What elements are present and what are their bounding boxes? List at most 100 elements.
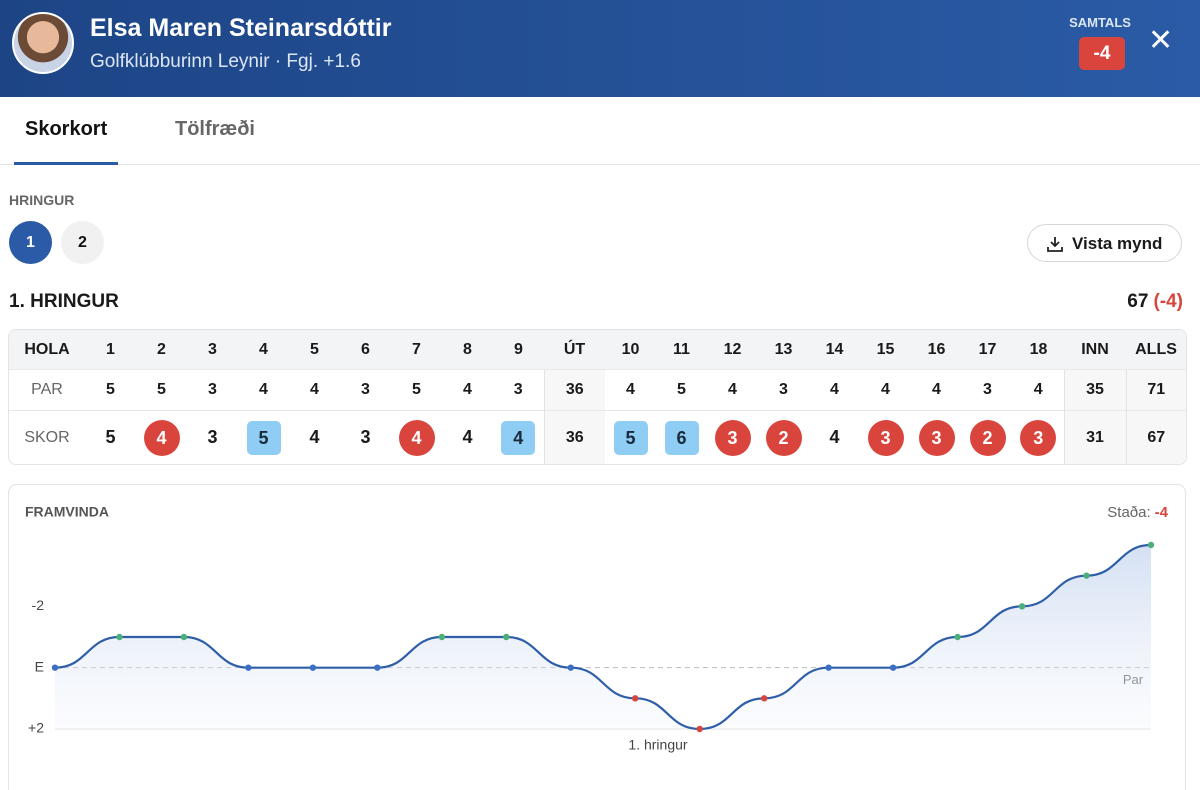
round-title: 1. HRINGUR <box>9 291 119 312</box>
column-header: 7 <box>391 330 442 370</box>
column-header: 15 <box>860 330 911 370</box>
score: 3 <box>983 381 992 398</box>
point <box>825 664 832 671</box>
point <box>696 725 703 733</box>
total-score: -4 <box>1079 37 1125 70</box>
point <box>116 633 123 641</box>
cell: 3 <box>911 410 962 464</box>
player-club: Golfklúbburinn Leynir · Fgj. +1.6 <box>90 51 361 72</box>
scorecard: HOLA 1 2 3 4 5 6 7 8 9 ÚT 10 11 12 13 14 15 16 17 18 INN ALLS… <box>8 329 1187 465</box>
score: 3 <box>361 381 370 398</box>
score: 4 <box>310 381 319 398</box>
chart-title: FRAMVINDA <box>25 504 109 520</box>
cell: 67 <box>1125 410 1186 464</box>
cell: 71 <box>1125 369 1186 411</box>
column-header: 14 <box>809 330 860 370</box>
score: 4 <box>829 427 840 447</box>
cell: 2 <box>962 410 1013 464</box>
score: 4 <box>728 381 737 398</box>
download-label: Vista mynd <box>1072 234 1163 253</box>
score: 4 <box>463 381 472 398</box>
tab-bar: Skorkort Tölfræði <box>0 97 1200 165</box>
table-row: PAR 5 5 3 4 4 3 5 4 3 36 4 5 4 3 4 4 4 3 4 35 71 <box>9 369 1186 411</box>
cell: 4 <box>860 369 911 411</box>
y-tick-label: -2 <box>32 597 45 613</box>
cell: 4 <box>911 369 962 411</box>
score: 4 <box>462 427 473 447</box>
cell: 36 <box>543 369 605 411</box>
score: 4 <box>932 381 941 398</box>
line <box>54 543 1152 731</box>
point <box>954 633 961 641</box>
round-button[interactable]: 2 <box>61 221 104 264</box>
score: 3 <box>208 381 217 398</box>
avatar <box>12 12 74 74</box>
cell: 4 <box>442 369 493 411</box>
cell: 5 <box>656 369 707 411</box>
column-header: 2 <box>136 330 187 370</box>
point <box>374 664 381 671</box>
score-badge: 4 <box>143 419 180 456</box>
score: 4 <box>626 381 635 398</box>
score: 5 <box>677 381 686 398</box>
cell: 5 <box>85 369 136 411</box>
point <box>180 633 188 641</box>
cell: 4 <box>136 410 187 464</box>
column-header: ALLS <box>1126 330 1186 370</box>
point <box>1147 541 1155 549</box>
cell: 3 <box>758 369 809 411</box>
cell: 4 <box>442 410 493 464</box>
cell: 31 <box>1063 410 1126 464</box>
cell: 3 <box>1013 410 1064 464</box>
column-header: 3 <box>187 330 238 370</box>
row-label: SKOR <box>9 410 85 464</box>
cell: 4 <box>238 369 289 411</box>
score: 36 <box>565 381 584 398</box>
column-header: 16 <box>911 330 962 370</box>
status: Staða: -4 <box>1107 504 1168 521</box>
score: 3 <box>207 427 218 447</box>
cell: 2 <box>758 410 809 464</box>
score: 4 <box>881 381 890 398</box>
score-badge: 5 <box>613 420 648 455</box>
close-button[interactable]: ✕ <box>1148 24 1174 57</box>
round-button[interactable]: 1 <box>9 221 52 264</box>
point <box>309 664 317 671</box>
score-badge: 5 <box>246 420 281 455</box>
point <box>632 695 639 702</box>
progress-chart: FRAMVINDA Staða:-4 -2E+2Par1. hringur <box>8 484 1186 790</box>
point <box>889 664 897 671</box>
score: 35 <box>1086 381 1104 398</box>
point <box>438 633 446 641</box>
point <box>1083 572 1090 579</box>
cell: 3 <box>493 369 544 411</box>
tab[interactable]: Tölfræði <box>175 118 255 140</box>
score: 4 <box>309 427 320 447</box>
column-header: 1 <box>85 330 136 370</box>
tab[interactable]: Skorkort <box>13 118 119 165</box>
score-badge: 2 <box>765 419 802 456</box>
y-tick-label: E <box>35 658 44 674</box>
score: 5 <box>157 381 166 398</box>
round-score: 67 (-4) <box>1127 291 1183 313</box>
header <box>0 0 1200 97</box>
score-table: HOLA 1 2 3 4 5 6 7 8 9 ÚT 10 11 12 13 14 15 16 17 18 INN ALLS… <box>9 330 1186 464</box>
cell: 36 <box>543 410 605 464</box>
table-row: SKOR 5 4 3 5 4 3 4 4 4 36 5 6 3 2 4 3 3 2 3 31 67 <box>9 410 1186 464</box>
cell: 5 <box>605 410 656 464</box>
column-header: 18 <box>1013 330 1064 370</box>
cell: 5 <box>391 369 442 411</box>
area <box>55 545 1151 729</box>
point <box>245 664 252 671</box>
cell: 3 <box>707 410 758 464</box>
cell: 3 <box>340 369 391 411</box>
cell: 4 <box>391 410 442 464</box>
column-header: 8 <box>442 330 493 370</box>
to-par: (-4) <box>1153 291 1183 312</box>
download-button[interactable]: Vista mynd <box>1027 224 1182 262</box>
score: 4 <box>830 381 839 398</box>
column-header: 4 <box>238 330 289 370</box>
series-label: 1. hringur <box>628 737 687 753</box>
cell: 4 <box>809 369 860 411</box>
